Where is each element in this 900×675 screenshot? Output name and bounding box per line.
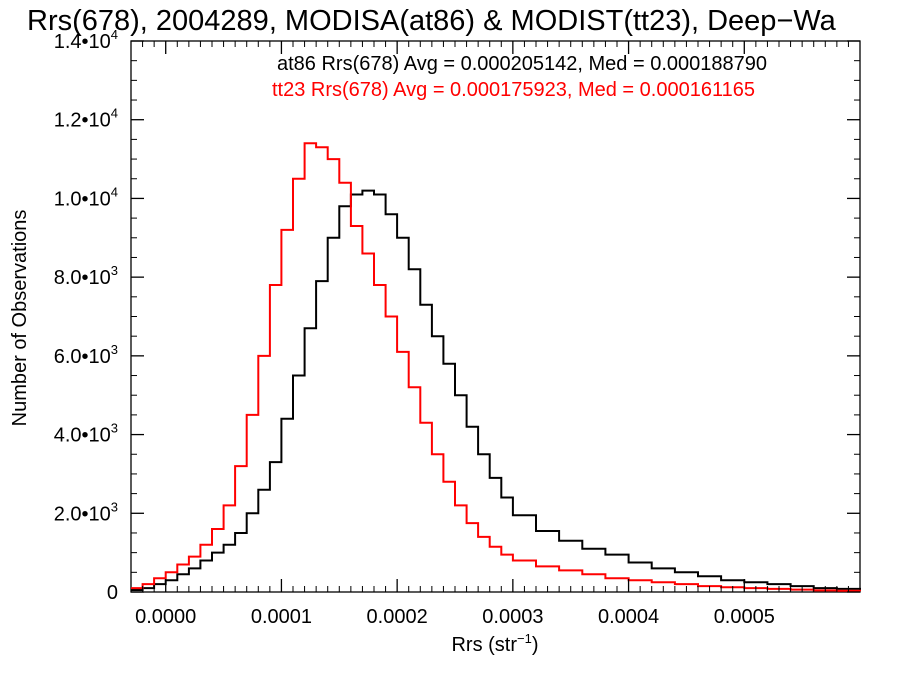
y-tick-label: 0 bbox=[107, 582, 118, 604]
x-tick-label: 0.0000 bbox=[135, 606, 196, 628]
x-tick-label: 0.0004 bbox=[598, 606, 659, 628]
y-axis-label: Number of Observations bbox=[9, 210, 31, 427]
series-line-at86 bbox=[131, 189, 861, 591]
y-tick-label: 4.0•103 bbox=[54, 421, 118, 447]
x-tick-label: 0.0003 bbox=[482, 606, 543, 628]
y-tick-label: 1.0•104 bbox=[54, 184, 118, 210]
y-axis-ticks: 0 2.0•103 4.0•103 6.0•103 8.0•103 1.0•104 1.2•… bbox=[54, 27, 860, 604]
x-tick-label: 0.0001 bbox=[251, 606, 312, 628]
chart-title: Rrs(678), 2004289, MODISA(at86) & MODIST… bbox=[27, 5, 837, 37]
y-tick-label: 6.0•103 bbox=[54, 342, 118, 368]
x-tick-label: 0.0005 bbox=[714, 606, 775, 628]
y-tick-label: 1.4•104 bbox=[54, 27, 118, 53]
annotation-at86: at86 Rrs(678) Avg = 0.000205142, Med = 0… bbox=[277, 53, 767, 75]
y-tick-label: 1.2•104 bbox=[54, 106, 118, 132]
y-tick-label: 8.0•103 bbox=[54, 263, 118, 289]
series-line-tt23 bbox=[131, 142, 861, 592]
annotation-tt23: tt23 Rrs(678) Avg = 0.000175923, Med = 0… bbox=[272, 79, 755, 101]
x-tick-label: 0.0002 bbox=[367, 606, 428, 628]
y-tick-label: 2.0•103 bbox=[54, 499, 118, 525]
x-axis-ticks: 0.0000 0.0001 0.0002 0.0003 0.0004 0.0005 bbox=[135, 41, 849, 628]
x-axis-label: Rrs (str−1) bbox=[451, 631, 538, 656]
